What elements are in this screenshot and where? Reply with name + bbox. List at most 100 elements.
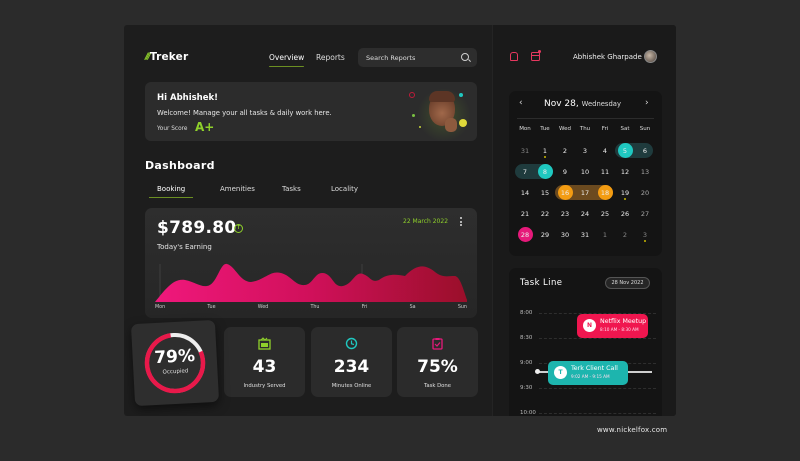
welcome-card: Hi Abhishek! Welcome! Manage your all ta… [145, 82, 477, 142]
bell-icon[interactable] [509, 52, 518, 61]
calendar-day[interactable]: 9 [562, 167, 568, 176]
time-label: 9:30 [520, 385, 533, 391]
calendar-day[interactable]: 19 [615, 185, 635, 200]
occupied-card: 79% Occupied [130, 319, 220, 407]
chart-x-axis: Mon Tue Wed Thu Fri Sa Sun [155, 305, 467, 310]
stat-task-done: 75% Task Done [397, 327, 478, 397]
calendar-widget: ‹ Nov 28, Wednesday › Mon Tue Wed Thu Fr… [509, 91, 662, 256]
calendar-day[interactable]: 29 [540, 230, 550, 239]
nav-reports[interactable]: Reports [316, 53, 345, 62]
stat-label: Minutes Online [331, 383, 372, 389]
stat-industry-served: 43 Industry Served [224, 327, 305, 397]
calendar-day[interactable]: 2 [562, 146, 568, 155]
calendar-day[interactable]: 15 [540, 188, 550, 197]
logo[interactable]: /// Treker [145, 51, 188, 63]
calendar-day[interactable]: 20 [640, 188, 650, 197]
event-terk-client-call[interactable]: T Terk Client Call 9:02 AM - 9:15 AM [548, 361, 628, 385]
calendar-day[interactable]: 1 [602, 230, 608, 239]
calendar-day[interactable]: 31 [520, 146, 530, 155]
logo-mark-icon: /// [145, 52, 151, 62]
calendar-day[interactable]: 3 [582, 146, 588, 155]
clipboard-check-icon [432, 338, 443, 350]
calendar-icon[interactable] [531, 50, 541, 61]
calendar-selected-date: Nov 28, Wednesday [544, 99, 621, 109]
earnings-area-chart [155, 263, 467, 302]
calendar-day[interactable]: 25 [600, 209, 610, 218]
footer-credit: www.nickelfox.com [597, 426, 668, 434]
calendar-day[interactable]: 30 [560, 230, 570, 239]
stat-label: Task Done [423, 383, 452, 389]
task-line-date[interactable]: 28 Nov 2022 [605, 277, 650, 289]
earning-date: 22 March 2022 [403, 218, 449, 225]
search-icon[interactable] [461, 53, 469, 61]
calendar-day[interactable]: 1 [535, 143, 555, 158]
greeting: Hi Abhishek! [157, 93, 219, 103]
memoji-illustration [407, 86, 477, 142]
calendar-day[interactable]: 12 [620, 167, 630, 176]
current-time-dot [535, 369, 540, 374]
prev-month-button[interactable]: ‹ [519, 98, 523, 108]
earning-amount: $789.80 [157, 218, 237, 238]
score-label: Your Score [157, 126, 188, 132]
up-arrow-circle-icon: ↑ [234, 224, 243, 233]
calendar-day[interactable]: 2 [622, 230, 628, 239]
time-label: 10:00 [520, 410, 536, 416]
calendar-day[interactable]: 22 [540, 209, 550, 218]
earnings-card: $789.80 ↑ Today's Earning 22 March 2022 … [145, 208, 477, 318]
calendar-days: 31 1 2 3 4 5 6 7 8 9 10 11 12 13 14 15 1… [515, 143, 655, 242]
calendar-day-selected[interactable]: 8 [535, 164, 555, 179]
search-placeholder: Search Reports [366, 54, 416, 62]
tab-locality[interactable]: Locality [331, 185, 358, 193]
stat-value: 75% [417, 357, 458, 377]
calendar-day-range-end[interactable]: 18 [595, 185, 615, 200]
calendar-day-range-start[interactable]: 16 [555, 185, 575, 200]
task-line-title: Task Line [520, 278, 563, 288]
tab-amenities[interactable]: Amenities [220, 185, 255, 193]
earning-label: Today's Earning [157, 243, 212, 251]
calendar-day[interactable]: 13 [640, 167, 650, 176]
calendar-day[interactable]: 14 [520, 188, 530, 197]
calendar-day[interactable]: 7 [522, 167, 528, 176]
score-value: A+ [195, 120, 215, 134]
calendar-day[interactable]: 10 [580, 167, 590, 176]
calendar-day[interactable]: 23 [560, 209, 570, 218]
time-label: 8:30 [520, 335, 533, 341]
stat-minutes-online: 234 Minutes Online [311, 327, 392, 397]
event-netflix-meetup[interactable]: N Netflix Meetup 8:10 AM - 8:30 AM [577, 314, 648, 338]
welcome-message: Welcome! Manage your all tasks & daily w… [157, 109, 332, 117]
nav-overview[interactable]: Overview [269, 53, 305, 67]
task-line-panel: Task Line 28 Nov 2022 8:00 8:30 9:00 9:3… [509, 268, 662, 416]
weekday-headers: Mon Tue Wed Thu Fri Sat Sun [519, 126, 651, 132]
divider [517, 118, 654, 119]
next-month-button[interactable]: › [645, 98, 649, 108]
calendar-day[interactable]: 31 [580, 230, 590, 239]
calendar-day[interactable]: 27 [640, 209, 650, 218]
tab-tasks[interactable]: Tasks [282, 185, 301, 193]
logo-text: Treker [149, 51, 189, 63]
calendar-day-selected[interactable]: 5 [615, 143, 635, 158]
calendar-day[interactable]: 26 [620, 209, 630, 218]
stat-value: 43 [252, 357, 277, 377]
dashboard-title: Dashboard [145, 159, 215, 172]
avatar[interactable] [644, 50, 657, 63]
calendar-day[interactable]: 21 [520, 209, 530, 218]
tab-booking[interactable]: Booking [148, 185, 194, 198]
stat-value: 234 [333, 357, 370, 377]
more-options-icon[interactable] [460, 217, 463, 227]
time-label: 8:00 [520, 310, 533, 316]
factory-icon [258, 337, 271, 350]
user-name[interactable]: Abhishek Gharpade [573, 53, 642, 61]
stat-label: Industry Served [243, 383, 286, 389]
search-input[interactable]: Search Reports [358, 48, 477, 67]
calendar-day[interactable]: 4 [602, 146, 608, 155]
calendar-day[interactable]: 11 [600, 167, 610, 176]
app-window: /// Treker Overview Reports Search Repor… [124, 25, 676, 416]
calendar-day[interactable]: 3 [635, 227, 655, 242]
calendar-day-today[interactable]: 28 [515, 227, 535, 242]
occupied-progress-ring [144, 332, 206, 394]
time-label: 9:00 [520, 360, 533, 366]
clock-icon [345, 337, 358, 350]
calendar-day[interactable]: 6 [642, 146, 648, 155]
calendar-day[interactable]: 17 [580, 188, 590, 197]
calendar-day[interactable]: 24 [580, 209, 590, 218]
